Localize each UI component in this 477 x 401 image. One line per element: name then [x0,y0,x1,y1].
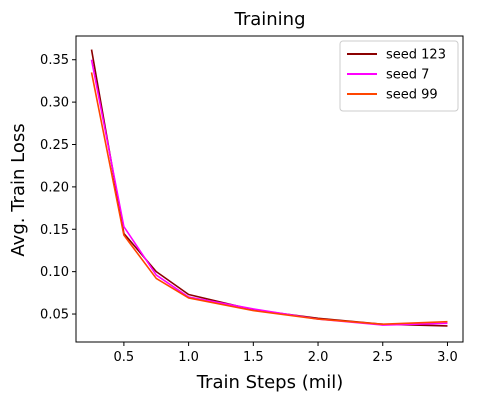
x-tick-label: 2.0 [308,350,329,365]
y-tick-label: 0.35 [40,53,69,68]
series-lines [90,49,448,327]
y-tick-label: 0.20 [40,180,69,195]
legend-label: seed 7 [386,68,429,83]
legend-label: seed 123 [386,48,446,63]
plot-frame [75,35,464,343]
y-axis-label: Avg. Train Loss [8,123,29,256]
y-tick-label: 0.25 [40,138,69,153]
series-line-seed-99 [90,72,448,326]
chart-title: Training [233,9,305,30]
x-tick-label: 0.5 [114,350,135,365]
x-tick-label: 3.0 [437,350,458,365]
y-tick-label: 0.30 [40,96,69,111]
x-tick-label: 2.5 [372,350,393,365]
legend-label: seed 99 [386,88,438,103]
x-axis-label: Train Steps (mil) [196,372,344,393]
legend: seed 123 seed 7 seed 99 [339,40,459,112]
y-tick-label: 0.10 [40,265,69,280]
y-tick-label: 0.15 [40,223,69,238]
x-tick-label: 1.5 [243,350,264,365]
x-tick-label: 1.0 [178,350,199,365]
y-tick-label: 0.05 [40,308,69,323]
axes: 0.5 1.0 1.5 2.0 2.5 3.0 0.05 0.10 0.15 0.20 0.25 0.… [40,35,464,365]
